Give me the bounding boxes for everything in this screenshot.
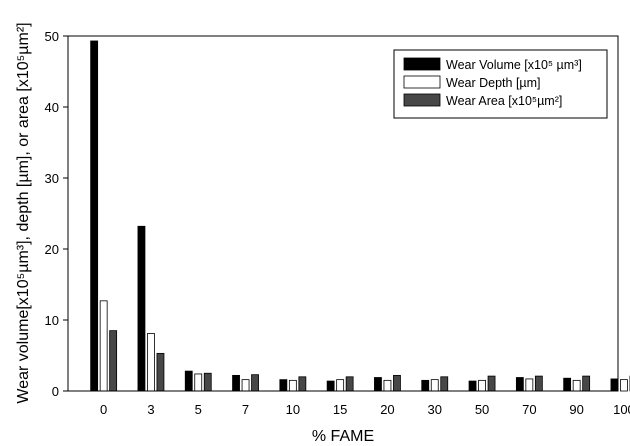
x-tick-label: 7 (242, 402, 249, 417)
bar-series-1 (147, 333, 155, 392)
bar-series-2 (393, 374, 401, 392)
x-tick-label: 15 (333, 402, 347, 417)
x-tick-label: 50 (475, 402, 489, 417)
bar-series-2 (109, 330, 118, 392)
bar-series-2 (156, 352, 165, 392)
bar-series-1 (478, 379, 486, 392)
bar-series-0 (279, 379, 288, 392)
plot-frame (67, 35, 619, 392)
bar-series-1 (620, 379, 628, 392)
bar-series-2 (345, 376, 354, 392)
bar-series-0 (137, 225, 146, 392)
bar-series-2 (298, 376, 307, 392)
legend-swatch (403, 75, 441, 89)
y-tick-label: 50 (45, 29, 59, 44)
bar-series-1 (572, 379, 581, 392)
bar-series-1 (383, 379, 392, 392)
bar-series-2 (440, 376, 449, 392)
bar-series-1 (288, 379, 297, 392)
y-tick-label: 10 (45, 313, 59, 328)
x-tick-label: 0 (100, 402, 107, 417)
y-axis-title: Wear volume[x10⁵µm³], depth [µm], or are… (15, 22, 32, 403)
x-tick-label: 3 (147, 402, 154, 417)
bar-series-2 (487, 375, 496, 392)
y-axis: 0 10 20 30 40 50 (45, 29, 68, 399)
bar-series-0 (326, 380, 335, 392)
bar-series-1 (241, 379, 250, 392)
legend: Wear Volume [x10⁵ µm³] Wear Depth [µm] Wea… (393, 49, 608, 119)
x-axis: 0 3 5 7 10 15 20 30 50 70 90 100 (100, 402, 630, 417)
legend-swatch (403, 93, 441, 107)
bar-series-0 (421, 379, 430, 392)
x-tick-label: 5 (195, 402, 202, 417)
bar-series-1 (430, 379, 439, 392)
y-tick-label: 0 (52, 384, 59, 399)
x-tick-label: 10 (286, 402, 300, 417)
bar-series-1 (99, 300, 108, 392)
legend-label: Wear Depth [µm] (446, 76, 541, 90)
x-tick-label: 30 (428, 402, 442, 417)
bar-series-1 (525, 378, 534, 392)
bar-series-2 (203, 372, 212, 392)
legend-label: Wear Volume [x10⁵ µm³] (446, 58, 582, 72)
x-tick-label: 90 (569, 402, 583, 417)
x-tick-label: 100 (613, 402, 630, 417)
legend-swatch (403, 57, 441, 71)
bar-series-0 (374, 377, 382, 392)
legend-label: Wear Area [x10⁵µm²] (446, 94, 562, 108)
bar-series-0 (184, 370, 193, 392)
bar-series-1 (194, 373, 203, 392)
bar-series-1 (336, 379, 345, 392)
x-tick-label: 70 (522, 402, 536, 417)
bar-series-0 (468, 380, 477, 392)
bar-series-0 (563, 377, 572, 392)
bars-layer (90, 40, 630, 392)
x-tick-label: 20 (380, 402, 394, 417)
bar-series-0 (232, 374, 240, 392)
bar-series-2 (251, 374, 259, 392)
bar-series-0 (90, 40, 99, 392)
bar-series-2 (582, 375, 591, 392)
bar-series-2 (534, 375, 543, 392)
bar-series-0 (515, 377, 524, 392)
y-tick-label: 40 (45, 100, 59, 115)
y-tick-label: 20 (45, 242, 59, 257)
x-axis-title: % FAME (312, 428, 374, 445)
y-tick-label: 30 (45, 171, 59, 186)
bar-series-0 (610, 378, 619, 392)
